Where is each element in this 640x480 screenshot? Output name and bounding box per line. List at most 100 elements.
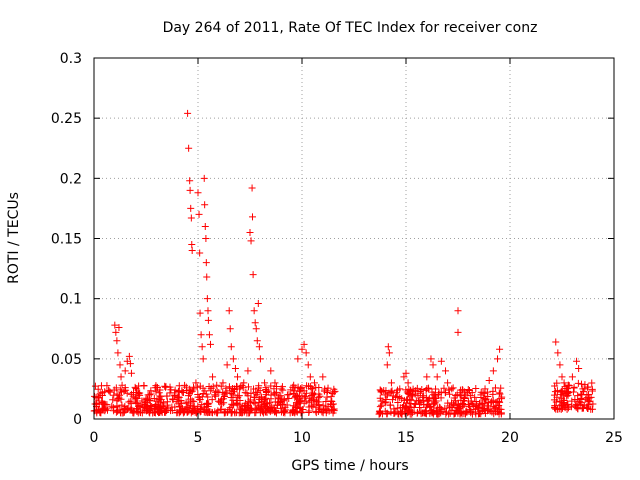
data-point [201, 201, 209, 209]
data-point [568, 373, 576, 381]
data-point [496, 390, 504, 398]
y-tick-label: 0 [73, 412, 82, 428]
data-point [251, 400, 259, 408]
data-point [190, 385, 198, 393]
data-point [551, 402, 559, 410]
data-point [444, 379, 452, 387]
data-point [209, 383, 217, 391]
x-tick-label: 5 [194, 430, 203, 446]
data-point [163, 398, 171, 406]
x-tick-label: 15 [397, 430, 415, 446]
data-point [157, 398, 165, 406]
data-point [253, 337, 261, 345]
data-point [486, 407, 494, 415]
data-point [429, 408, 437, 416]
data-point [402, 369, 410, 377]
data-point [141, 400, 149, 408]
data-point [434, 410, 442, 418]
data-point [300, 387, 308, 395]
data-point [301, 393, 309, 401]
data-point [571, 402, 579, 410]
data-point [140, 381, 148, 389]
data-point [254, 299, 262, 307]
data-point [188, 397, 196, 405]
data-point [392, 393, 400, 401]
data-point [423, 385, 431, 393]
data-point [220, 399, 228, 407]
data-point [383, 361, 391, 369]
x-tick-label: 0 [90, 430, 99, 446]
data-point [228, 385, 236, 393]
data-point [217, 382, 225, 390]
data-point [255, 384, 263, 392]
data-point [118, 381, 126, 389]
data-point [247, 237, 255, 245]
data-point [496, 345, 504, 353]
data-point [120, 387, 128, 395]
data-point [177, 397, 185, 405]
data-point [121, 402, 129, 410]
data-point [448, 404, 456, 412]
data-point [414, 397, 422, 405]
data-point [105, 387, 113, 395]
data-point [234, 392, 242, 400]
data-point [244, 392, 252, 400]
data-point [488, 398, 496, 406]
data-point [215, 389, 223, 397]
data-point [441, 389, 449, 397]
data-point [556, 397, 564, 405]
data-point [248, 213, 256, 221]
data-point [175, 402, 183, 410]
data-point [204, 316, 212, 324]
data-point [557, 390, 565, 398]
data-point [127, 369, 135, 377]
data-point [187, 204, 195, 212]
data-point [411, 390, 419, 398]
data-point [309, 395, 317, 403]
data-point [96, 409, 104, 417]
data-point [402, 404, 410, 412]
data-point [267, 367, 275, 375]
data-point [213, 387, 221, 395]
data-point [150, 395, 158, 403]
data-point [109, 396, 117, 404]
data-point [587, 405, 595, 413]
data-point [197, 331, 205, 339]
data-point [415, 404, 423, 412]
data-point [205, 331, 213, 339]
data-point [424, 400, 432, 408]
data-point [588, 379, 596, 387]
data-point [318, 408, 326, 416]
data-point [305, 408, 313, 416]
data-point [384, 343, 392, 351]
data-point [271, 390, 279, 398]
data-point [130, 389, 138, 397]
data-point [302, 397, 310, 405]
data-point [259, 408, 267, 416]
data-point [404, 379, 412, 387]
data-point [475, 410, 483, 418]
data-point [387, 388, 395, 396]
data-point [213, 381, 221, 389]
data-point [563, 384, 571, 392]
data-point [257, 404, 265, 412]
data-point [250, 307, 258, 315]
axis-ticks: 0 5 10 15 20 25 0 0.05 0.1 0.15 0.2 0.25 0.3 [51, 51, 623, 446]
data-point [312, 384, 320, 392]
data-point [192, 379, 200, 387]
data-point [197, 407, 205, 415]
data-point [423, 373, 431, 381]
data-point [460, 401, 468, 409]
data-point [325, 407, 333, 415]
data-point [489, 390, 497, 398]
data-point [161, 383, 169, 391]
data-point [579, 385, 587, 393]
data-point [196, 404, 204, 412]
data-point [226, 325, 234, 333]
data-point [381, 399, 389, 407]
data-point [221, 408, 229, 416]
data-point [215, 397, 223, 405]
data-point [494, 355, 502, 363]
data-point [464, 397, 472, 405]
data-point [270, 385, 278, 393]
